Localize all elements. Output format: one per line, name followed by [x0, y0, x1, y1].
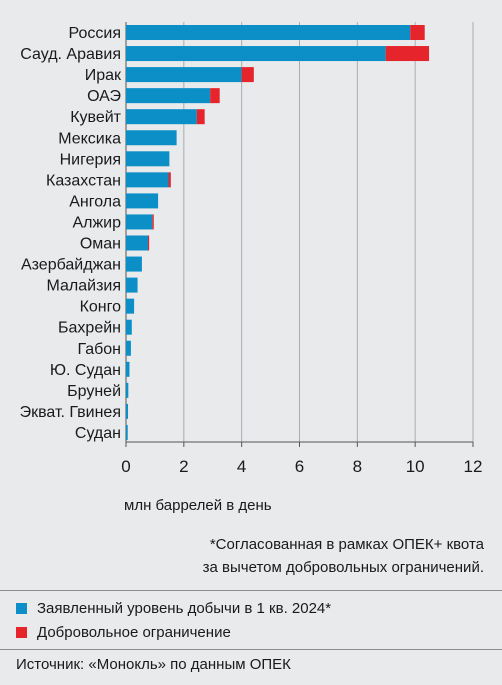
category-label: Малайзия	[46, 278, 121, 295]
bar-voluntary	[147, 235, 150, 251]
category-label: Алжир	[72, 214, 121, 231]
bar-declared	[126, 130, 177, 146]
source-note: Источник: «Монокль» по данным ОПЕК	[16, 656, 291, 673]
category-label: Конго	[80, 299, 122, 316]
footnote-line-2: за вычетом добровольных ограничений.	[202, 559, 484, 576]
x-tick-label: 12	[464, 457, 483, 476]
bar-declared	[126, 172, 169, 188]
category-label: Россия	[69, 25, 121, 42]
bar-declared	[126, 340, 131, 356]
category-label: Ирак	[85, 67, 122, 84]
bar-voluntary	[152, 214, 154, 230]
legend-label-declared: Заявленный уровень добычи в 1 кв. 2024*	[37, 599, 332, 617]
chart: 0 2 4 6 8 10 12 Россия Сауд. Аравия Ирак ОАЭ Кувейт…	[20, 22, 483, 476]
bar-declared	[126, 151, 170, 167]
bar-voluntary	[210, 88, 220, 104]
bar-voluntary	[241, 67, 254, 83]
category-label: Оман	[80, 236, 121, 253]
bar-declared	[126, 319, 132, 335]
category-label: Сауд. Аравия	[20, 46, 121, 63]
category-label: Нигерия	[60, 151, 121, 168]
x-tick-label: 10	[406, 457, 425, 476]
bar-declared	[126, 298, 135, 314]
x-axis-label: млн баррелей в день	[124, 497, 272, 514]
divider-bottom	[0, 649, 502, 650]
legend-item-voluntary: Добровольное ограничение	[16, 620, 331, 644]
bar-declared	[126, 382, 129, 398]
category-label: Судан	[75, 425, 121, 442]
bar-declared	[126, 214, 153, 230]
bar-voluntary	[168, 172, 171, 188]
bar-declared	[126, 277, 138, 293]
bar-declared	[126, 109, 197, 125]
legend-label-voluntary: Добровольное ограничение	[37, 623, 231, 641]
footnote-line-1: *Согласованная в рамках ОПЕК+ квота	[209, 536, 484, 553]
legend-swatch-voluntary	[16, 626, 27, 638]
category-label: ОАЭ	[87, 88, 121, 105]
category-label: Ю. Судан	[50, 362, 121, 379]
footnote: *Согласованная в рамках ОПЕК+ квота за в…	[203, 533, 484, 579]
category-label: Экват. Гвинея	[20, 404, 121, 421]
legend-swatch-declared	[16, 602, 27, 614]
x-tick-label: 8	[353, 457, 362, 476]
bar-declared	[126, 46, 386, 62]
category-label: Азербайджан	[21, 257, 121, 274]
bar-declared	[126, 67, 242, 83]
bar-declared	[126, 193, 159, 209]
legend: Заявленный уровень добычи в 1 кв. 2024* …	[16, 596, 331, 644]
bar-declared	[126, 88, 211, 104]
bar-declared	[126, 403, 129, 419]
x-tick-label: 0	[121, 457, 130, 476]
category-label: Казахстан	[46, 172, 121, 189]
category-label: Бруней	[67, 383, 121, 400]
bar-declared	[126, 361, 130, 377]
bar-declared	[126, 256, 142, 272]
category-label: Бахрейн	[58, 320, 121, 337]
category-label: Мексика	[58, 130, 121, 147]
category-label: Габон	[77, 341, 121, 358]
category-label: Ангола	[69, 193, 121, 210]
x-tick-label: 2	[179, 457, 188, 476]
legend-item-declared: Заявленный уровень добычи в 1 кв. 2024*	[16, 596, 331, 620]
bar-declared	[126, 25, 411, 40]
category-label: Кувейт	[70, 109, 121, 126]
divider-top	[0, 590, 502, 591]
bar-voluntary	[410, 25, 425, 40]
x-tick-label: 4	[237, 457, 246, 476]
bar-voluntary	[196, 109, 205, 125]
bar-declared	[126, 235, 148, 251]
bar-declared	[126, 424, 128, 440]
x-tick-label: 6	[295, 457, 304, 476]
bar-voluntary	[385, 46, 430, 62]
